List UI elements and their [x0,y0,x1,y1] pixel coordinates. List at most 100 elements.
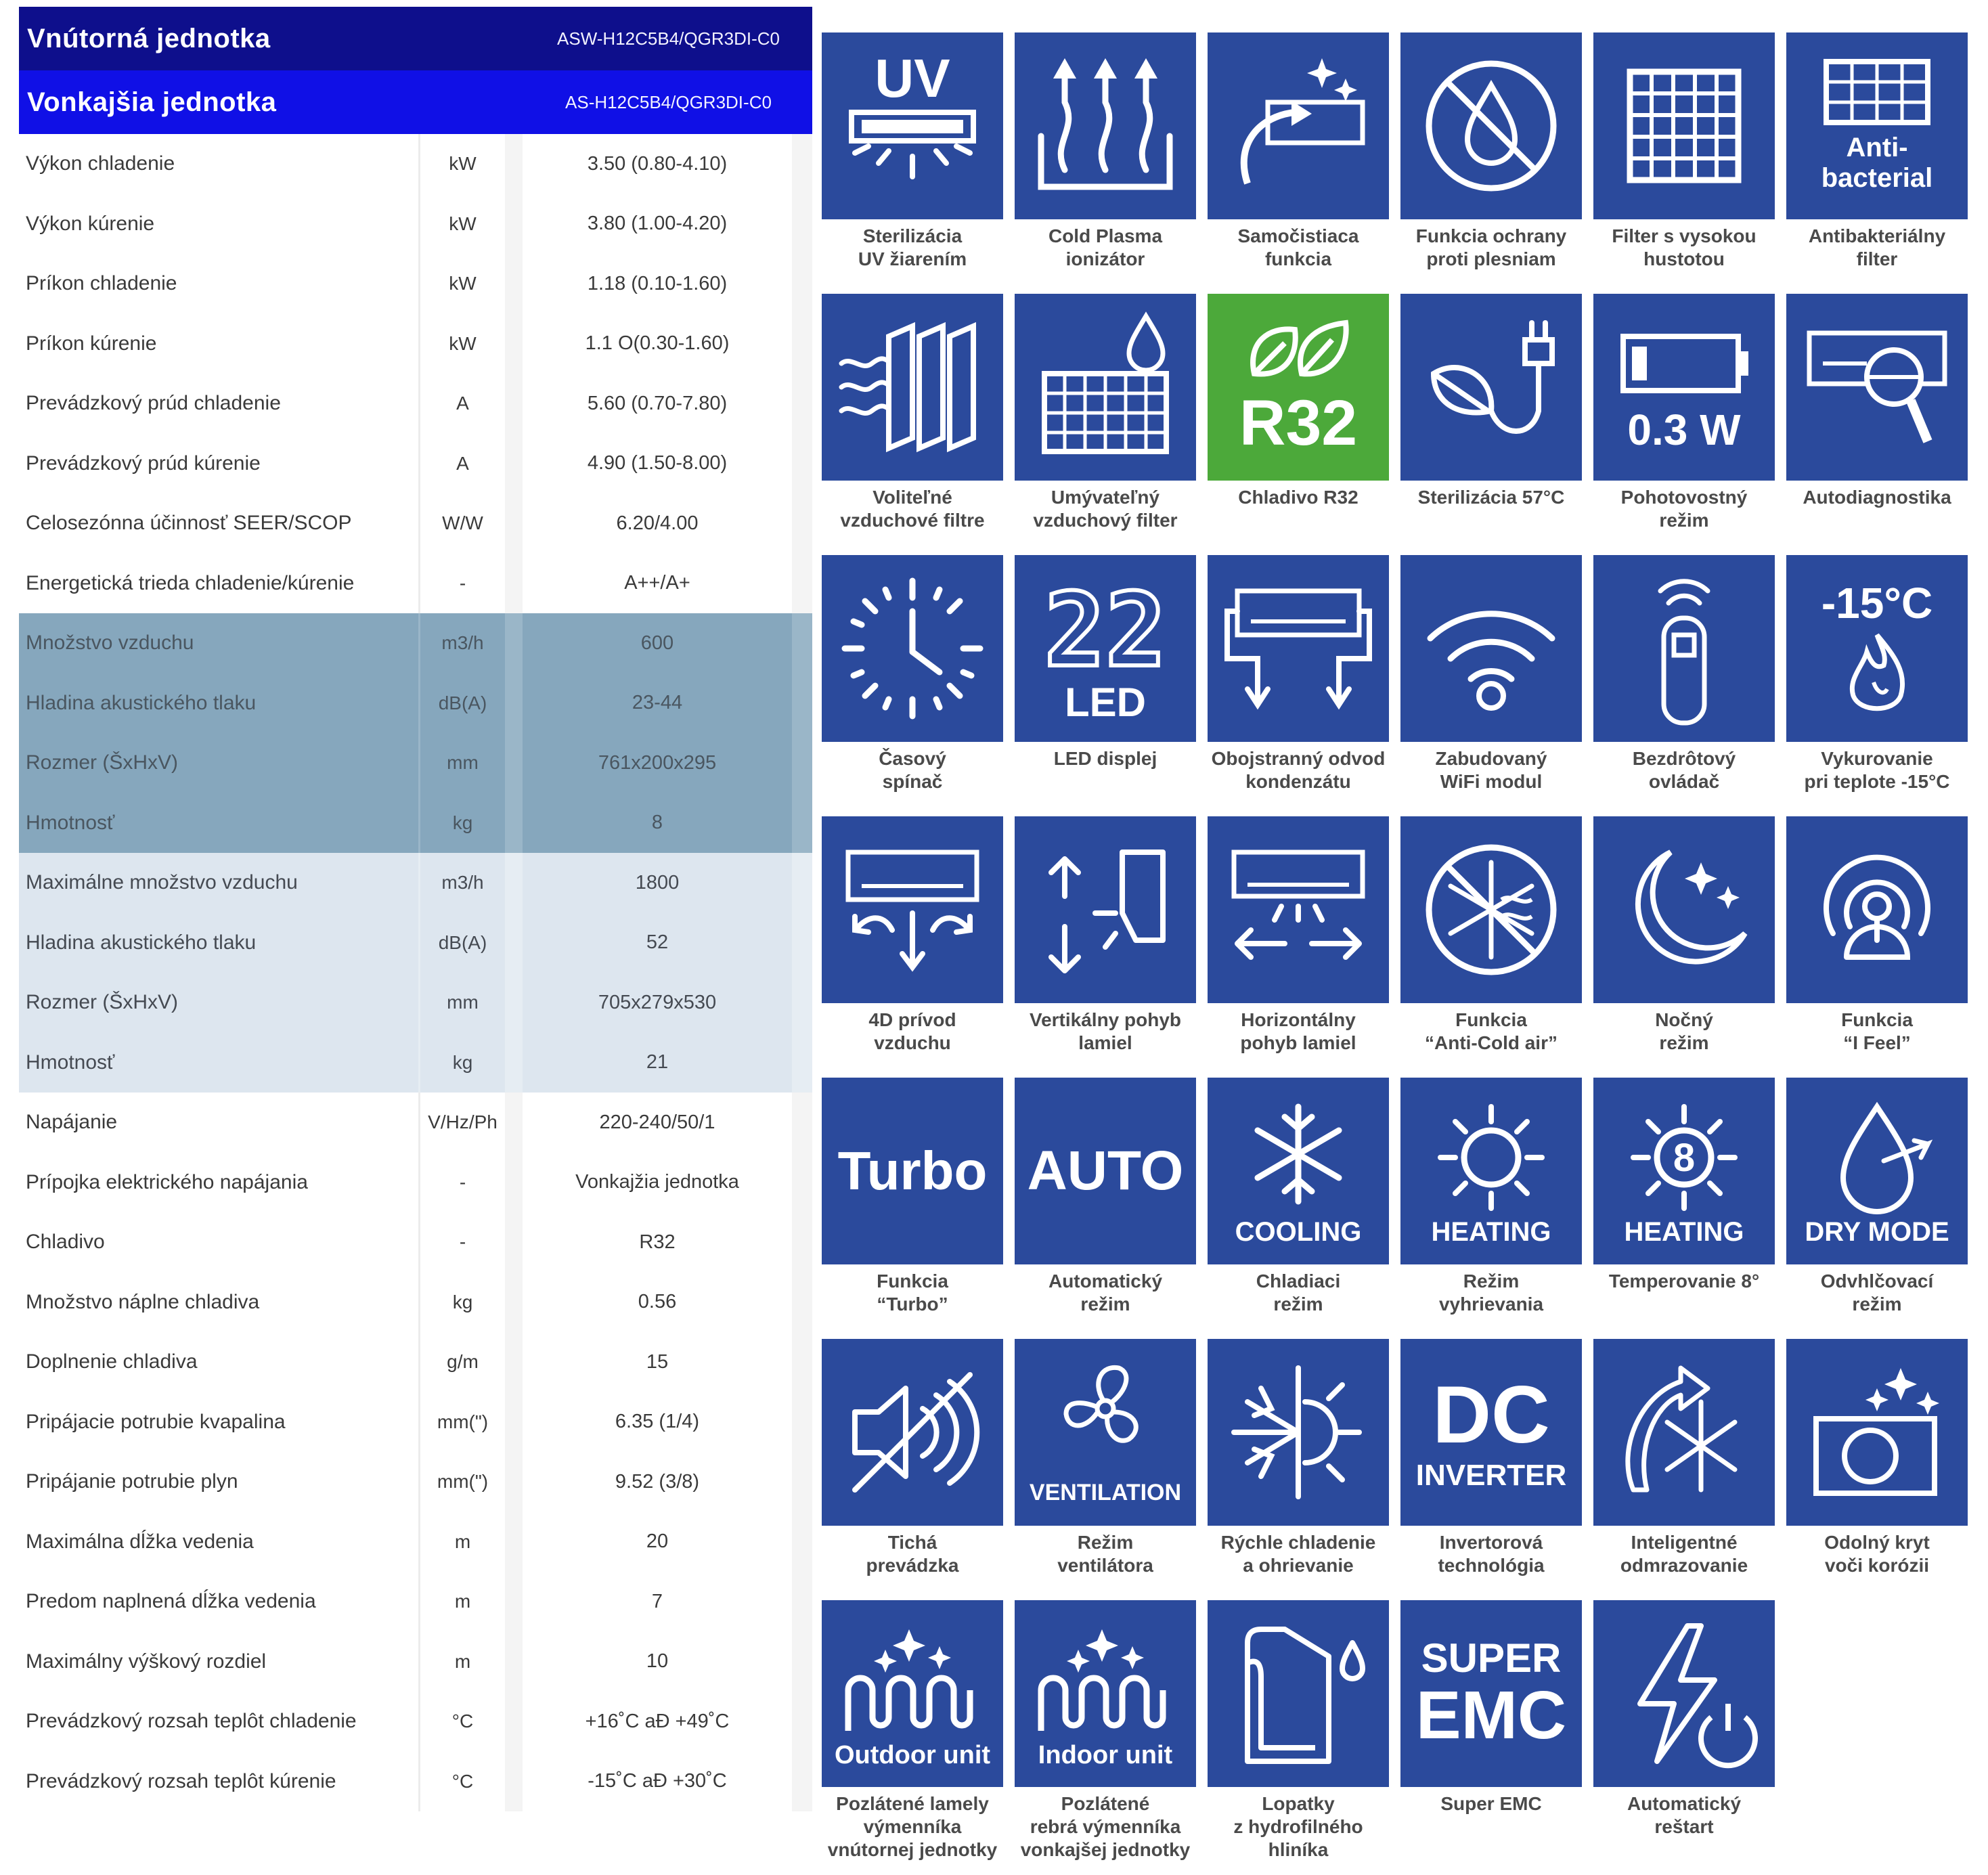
heating8-caption: Temperovanie 8° [1608,1271,1760,1292]
goldin-caption: Pozlátené lamely výmenníka vnútornej jedno… [827,1793,998,1860]
feature-anti-corrosion: Odolný kryt voči korózii [1786,1339,1968,1600]
spec-label: Množstvo vzduchu [26,632,194,655]
feature-r32-refrigerant: R32 Chladivo R32 [1208,294,1389,555]
quiet-caption: Tichá prevádzka [866,1532,959,1576]
column-divider [418,973,420,1033]
indoor-unit-model: ASW-H12C5B4/QGR3DI-C0 [557,28,780,49]
drain-icon [1224,588,1372,710]
spec-unit: m [454,1530,471,1552]
outdoor-spec-group: Maximálne množstvo vzduchu m3/h 1800 Hladin… [19,853,812,1093]
spec-unit: kW [449,273,477,294]
column-divider [505,1152,523,1212]
feature-standby: 0.3 W Pohotovostný režim [1593,294,1775,555]
mould-caption: Funkcia ochrany proti plesniam [1415,225,1567,269]
emc-text: EMC [1415,1677,1567,1753]
spec-unit: mm [447,752,479,774]
column-divider [505,673,523,733]
outdoor-unit-text: Outdoor unit [835,1741,990,1769]
column-divider [792,553,812,613]
dry-caption: Odvhlčovací režim [1820,1271,1934,1315]
feature-quiet-operation: Tichá prevádzka [822,1339,1003,1600]
column-divider [792,254,812,314]
column-divider [418,853,420,913]
column-divider [505,1272,523,1332]
indoor-spec-group: Množstvo vzduchu m3/h 600 Hladina akustické… [19,613,812,853]
spec-label: Pripájacie potrubie kvapalina [26,1410,286,1433]
column-divider [792,194,812,254]
outdoor-unit-model: AS-H12C5B4/QGR3DI-C0 [565,91,772,112]
diagnosis-magnifier-icon [1807,330,1947,443]
wifi-icon [1427,611,1555,711]
quiet-speaker-icon [852,1372,980,1493]
spec-row: Maximálne množstvo vzduchu m3/h 1800 [19,853,812,913]
horizontal-swing-icon [1231,850,1365,960]
spec-row: Hladina akustického tlaku dB(A) 23-44 [19,673,812,733]
no-mould-icon [1426,60,1557,192]
ifeel-caption: Funkcia “I Feel” [1841,1009,1913,1053]
battery-icon: 0.3 W [1620,334,1748,454]
r32-caption: Chladivo R32 [1238,487,1359,508]
column-divider [418,733,420,793]
column-divider [792,433,812,493]
spec-value: 8 [651,812,663,834]
column-divider [418,553,420,613]
spec-row: Prípojka elektrického napájania - Vonkajži… [19,1152,812,1212]
inverter-caption: Invertorová technológia [1438,1532,1545,1576]
corrosion-cover-icon [1813,1368,1939,1496]
column-divider [792,1572,812,1632]
minus15-text: -15°C [1821,579,1932,627]
spec-table: Vnútorná jednotka ASW-H12C5B4/QGR3DI-C0 … [19,7,812,1811]
column-divider [505,374,523,434]
fan-caption: Režim ventilátora [1057,1532,1153,1576]
column-divider [418,374,420,434]
anti-text: Anti- [1846,133,1907,162]
column-divider [418,1692,420,1752]
spec-value: 10 [646,1650,669,1673]
spec-unit: g/m [447,1351,479,1373]
drop-icon: DRY MODE [1805,1101,1949,1247]
spec-unit: m3/h [441,872,484,894]
column-divider [792,1212,812,1273]
spec-value: 6.20/4.00 [616,512,699,534]
ventilation-text: VENTILATION [1030,1480,1181,1505]
moon-stars-icon [1635,850,1748,965]
spec-value: 15 [646,1350,669,1373]
standby-text: 0.3 W [1627,405,1741,454]
feature-heating-mode: HEATING Režim vyhrievania [1400,1078,1582,1339]
hydrophilic-fin-icon [1245,1627,1365,1764]
heating-caption: Režim vyhrievania [1438,1271,1544,1315]
snowflake-sun-icon [1231,1365,1362,1499]
feature-high-density-filter: Filter s vysokou hustotou [1593,32,1775,294]
led-caption: LED displej [1053,748,1157,769]
feature-two-way-drain: Obojstranný odvod kondenzátu [1208,555,1389,816]
spec-unit: °C [451,1711,474,1732]
feature-vertical-louvers: Vertikálny pohyb lamiel [1015,816,1196,1078]
spec-unit: A [456,452,469,474]
feature-hydrophilic-fins: Lopatky z hydrofilného hliníka [1208,1600,1389,1861]
spec-value: 20 [646,1530,669,1553]
feature-4d-airflow: 4D prívod vzduchu [822,816,1003,1078]
vertical-swing-icon [1048,850,1166,973]
column-divider [792,1512,812,1572]
eco-plug-icon [1430,320,1555,434]
spec-row: Prevádzkový prúd chladenie A 5.60 (0.70-7.… [19,374,812,434]
spec-label: Maximálny výškový rozdiel [26,1650,267,1673]
column-divider [418,313,420,374]
spec-unit: kg [452,812,473,833]
spec-unit: kW [449,332,477,354]
dry-mode-text: DRY MODE [1805,1217,1949,1247]
column-divider [792,973,812,1033]
column-divider [505,613,523,674]
other-spec-group: Napájanie V/Hz/Ph 220-240/50/1 Prípojka ele… [19,1093,812,1811]
feature-heating-8: 8 HEATING Temperovanie 8° [1593,1078,1775,1339]
column-divider [418,1272,420,1332]
spec-value: +16˚C aÐ +49˚C [585,1710,730,1732]
column-divider [418,613,420,674]
spec-label: Prevádzkový rozsah teplôt kúrenie [26,1769,336,1792]
column-divider [418,793,420,853]
column-divider [792,1452,812,1512]
column-divider [505,1631,523,1692]
spec-value: 1.1 O(0.30-1.60) [585,332,730,355]
column-divider [792,1152,812,1212]
column-divider [792,1751,812,1811]
